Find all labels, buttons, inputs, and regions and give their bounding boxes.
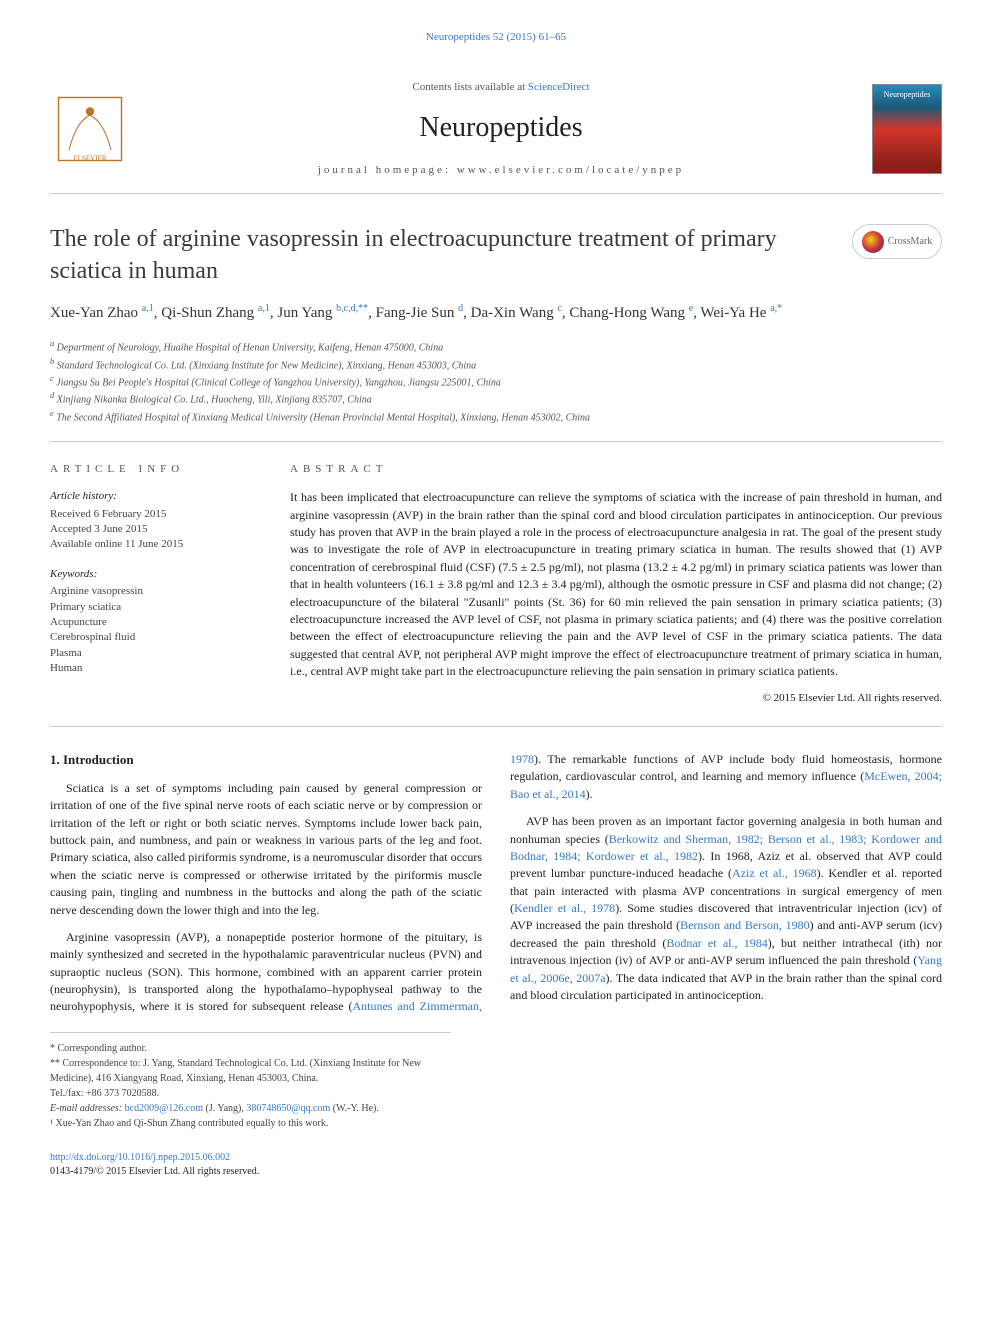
abstract-copyright: © 2015 Elsevier Ltd. All rights reserved… xyxy=(290,691,942,706)
journal-homepage[interactable]: journal homepage: www.elsevier.com/locat… xyxy=(130,163,872,178)
abstract-label: ABSTRACT xyxy=(290,462,942,477)
article-info-label: ARTICLE INFO xyxy=(50,462,260,477)
keyword: Acupuncture xyxy=(50,615,260,630)
history-line: Received 6 February 2015 xyxy=(50,507,260,522)
contents-line: Contents lists available at ScienceDirec… xyxy=(130,80,872,95)
keywords-label: Keywords: xyxy=(50,567,260,582)
journal-header: ELSEVIER Contents lists available at Sci… xyxy=(50,65,942,194)
issn-line: 0143-4179/© 2015 Elsevier Ltd. All right… xyxy=(50,1166,259,1177)
journal-cover-thumb[interactable] xyxy=(872,84,942,174)
corr2: ** Correspondence to: J. Yang, Standard … xyxy=(50,1056,451,1086)
corr1: * Corresponding author. xyxy=(50,1041,451,1056)
equal-contrib: ¹ Xue-Yan Zhao and Qi-Shun Zhang contrib… xyxy=(50,1116,451,1131)
affiliations: a Department of Neurology, Huaihe Hospit… xyxy=(50,338,942,442)
svg-text:ELSEVIER: ELSEVIER xyxy=(73,155,106,163)
abstract-text: It has been implicated that electroacupu… xyxy=(290,489,942,680)
breadcrumb[interactable]: Neuropeptides 52 (2015) 61–65 xyxy=(50,30,942,45)
sciencedirect-link[interactable]: ScienceDirect xyxy=(528,81,590,93)
authors-line: Xue-Yan Zhao a,1, Qi-Shun Zhang a,1, Jun… xyxy=(50,301,942,325)
history-line: Available online 11 June 2015 xyxy=(50,537,260,552)
elsevier-logo[interactable]: ELSEVIER xyxy=(50,89,130,169)
footnotes: * Corresponding author. ** Correspondenc… xyxy=(50,1032,451,1131)
history-line: Accepted 3 June 2015 xyxy=(50,522,260,537)
intro-p3: AVP has been proven as an important fact… xyxy=(510,813,942,1004)
history-label: Article history: xyxy=(50,489,260,504)
crossmark-badge[interactable]: CrossMark xyxy=(852,224,942,259)
email1-link[interactable]: bcd2009@126.com xyxy=(125,1103,203,1114)
intro-heading: 1. Introduction xyxy=(50,751,482,770)
keyword: Human xyxy=(50,661,260,676)
body-columns: 1. Introduction Sciatica is a set of sym… xyxy=(50,751,942,1016)
email2-link[interactable]: 380748650@qq.com xyxy=(246,1103,330,1114)
keyword: Plasma xyxy=(50,646,260,661)
keyword: Arginine vasopressin xyxy=(50,584,260,599)
keyword: Cerebrospinal fluid xyxy=(50,630,260,645)
journal-name: Neuropeptides xyxy=(130,108,872,147)
intro-p1: Sciatica is a set of symptoms including … xyxy=(50,780,482,919)
article-title: The role of arginine vasopressin in elec… xyxy=(50,224,942,286)
emails: E-mail addresses: bcd2009@126.com (J. Ya… xyxy=(50,1101,451,1116)
tel: Tel./fax: +86 373 7020588. xyxy=(50,1086,451,1101)
page-footer: http://dx.doi.org/10.1016/j.npep.2015.06… xyxy=(50,1151,942,1179)
article-info-column: ARTICLE INFO Article history: Received 6… xyxy=(50,462,260,706)
keyword: Primary sciatica xyxy=(50,600,260,615)
doi-link[interactable]: http://dx.doi.org/10.1016/j.npep.2015.06… xyxy=(50,1152,230,1163)
abstract-column: ABSTRACT It has been implicated that ele… xyxy=(290,462,942,706)
crossmark-icon xyxy=(862,231,884,253)
